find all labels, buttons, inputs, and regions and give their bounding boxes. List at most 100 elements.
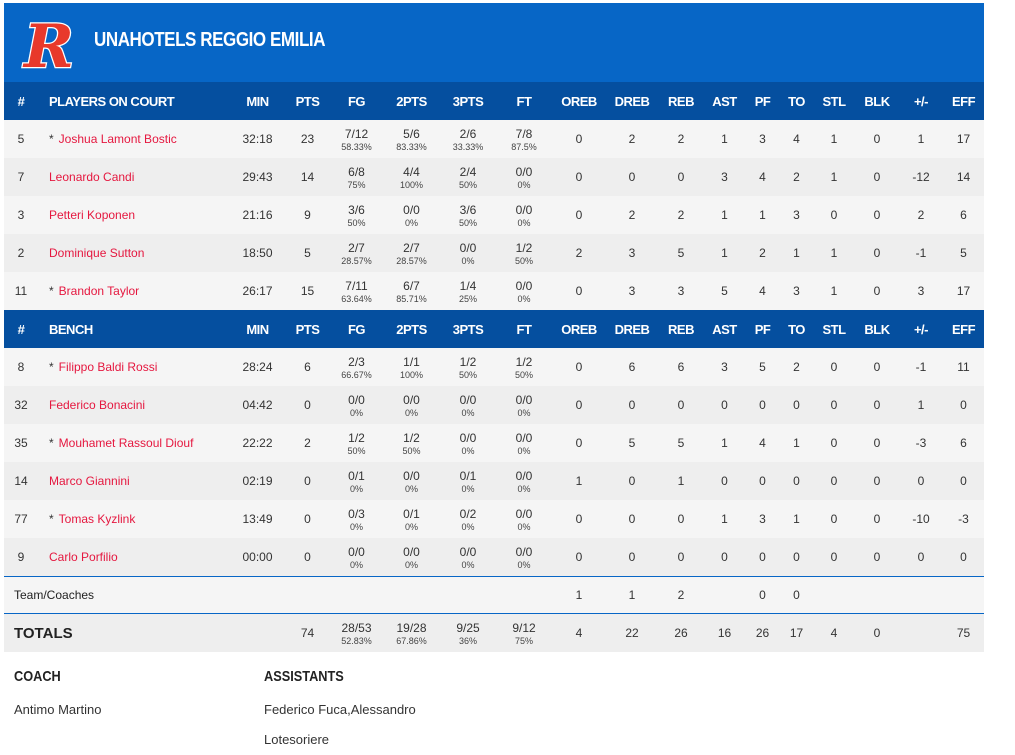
stat-value: 1 — [793, 436, 800, 450]
stat-value: 0 — [830, 398, 838, 412]
stat-value: 1/2 — [459, 354, 477, 369]
column-header[interactable]: # — [4, 310, 38, 348]
stat-value: 0/1 — [348, 468, 365, 483]
player-name-link[interactable]: Dominique Sutton — [49, 246, 145, 260]
stat-value: 0 — [628, 474, 636, 488]
column-header[interactable]: FG — [330, 82, 383, 120]
column-header[interactable]: REB — [658, 82, 704, 120]
column-header[interactable]: REB — [658, 310, 704, 348]
column-header[interactable]: 3PTS — [440, 310, 496, 348]
column-header[interactable]: EFF — [943, 82, 984, 120]
stat-value: 2 — [304, 436, 311, 450]
stat-value: 5 — [677, 246, 685, 260]
column-header[interactable]: OREB — [552, 82, 606, 120]
column-header[interactable]: BLK — [855, 82, 899, 120]
column-header[interactable]: 2PTS — [383, 82, 440, 120]
player-name-cell[interactable]: * Joshua Lamont Bostic — [38, 120, 230, 158]
total-oreb: 4 — [552, 613, 606, 652]
total-dreb: 22 — [606, 613, 658, 652]
player-name-cell[interactable]: Federico Bonacini — [38, 386, 230, 424]
player-name-link[interactable]: Marco Giannini — [49, 474, 130, 488]
player-name-cell[interactable]: Dominique Sutton — [38, 234, 230, 272]
stat-value: 1 — [793, 512, 800, 526]
player-name-cell[interactable]: * Tomas Kyzlink — [38, 500, 230, 538]
player-name-cell[interactable]: * Mouhamet Rassoul Diouf — [38, 424, 230, 462]
stat-value: 3 — [759, 132, 766, 146]
column-header[interactable]: EFF — [943, 310, 984, 348]
stat-percentage: 0% — [461, 521, 475, 532]
column-header[interactable]: 3PTS — [440, 82, 496, 120]
stat-p3: 0/0 0% — [440, 538, 496, 577]
stat-pts: 14 — [285, 158, 330, 196]
column-header[interactable]: # — [4, 82, 38, 120]
player-name-link[interactable]: Tomas Kyzlink — [58, 512, 136, 526]
stat-pf: 4 — [745, 272, 780, 310]
column-header[interactable]: AST — [704, 310, 745, 348]
column-header[interactable]: MIN — [230, 310, 285, 348]
stat-dreb: 0 — [606, 158, 658, 196]
player-name-link[interactable]: Petteri Koponen — [49, 208, 136, 222]
player-name-cell[interactable]: Marco Giannini — [38, 462, 230, 500]
stat-pm: -12 — [899, 158, 943, 196]
column-header[interactable]: FG — [330, 310, 383, 348]
column-header[interactable]: FT — [496, 82, 552, 120]
column-header[interactable]: MIN — [230, 82, 285, 120]
column-header[interactable]: PF — [745, 82, 780, 120]
stat-percentage: 28.57% — [396, 255, 427, 266]
column-header[interactable]: +/- — [899, 310, 943, 348]
column-header[interactable]: +/- — [899, 82, 943, 120]
player-name-link[interactable]: Brandon Taylor — [58, 284, 140, 298]
stat-value: 1 — [830, 246, 838, 260]
column-header[interactable]: BENCH — [38, 310, 230, 348]
player-name-link[interactable]: Mouhamet Rassoul Diouf — [58, 436, 194, 450]
column-header[interactable]: TO — [780, 310, 813, 348]
column-header[interactable]: PF — [745, 310, 780, 348]
column-header[interactable]: BLK — [855, 310, 899, 348]
player-name-link[interactable]: Leonardo Candi — [49, 170, 135, 184]
column-header[interactable]: 2PTS — [383, 310, 440, 348]
stat-dreb: 2 — [606, 196, 658, 234]
player-name-cell[interactable]: Petteri Koponen — [38, 196, 230, 234]
column-header[interactable]: FT — [496, 310, 552, 348]
stat-value: 1 — [793, 246, 800, 260]
stat-value: 2/7 — [348, 240, 365, 255]
player-name-cell[interactable]: Leonardo Candi — [38, 158, 230, 196]
column-header[interactable]: STL — [813, 310, 855, 348]
stat-value: 17 — [956, 132, 971, 146]
column-header[interactable]: PLAYERS ON COURT — [38, 82, 230, 120]
stat-percentage: 28.57% — [341, 255, 372, 266]
stat-stl: 0 — [813, 538, 855, 577]
stat-value: 0 — [830, 550, 838, 564]
stat-value: 74 — [300, 626, 315, 640]
player-name-cell[interactable]: * Filippo Baldi Rossi — [38, 348, 230, 386]
column-header[interactable]: STL — [813, 82, 855, 120]
stat-value: 0/0 — [459, 430, 477, 445]
stat-percentage: 100% — [399, 179, 424, 190]
column-header[interactable]: AST — [704, 82, 745, 120]
stat-value: 1/2 — [403, 430, 420, 445]
column-header[interactable]: TO — [780, 82, 813, 120]
stat-dreb: 0 — [606, 500, 658, 538]
column-header[interactable]: DREB — [606, 82, 658, 120]
stat-percentage: 50% — [458, 217, 477, 228]
player-number: 14 — [4, 462, 38, 500]
team-coaches-label: Team/Coaches — [4, 576, 552, 614]
stat-to: 1 — [780, 234, 813, 272]
player-name-cell[interactable]: Carlo Porfilio — [38, 538, 230, 577]
player-name-cell[interactable]: * Brandon Taylor — [38, 272, 230, 310]
player-name-link[interactable]: Federico Bonacini — [49, 398, 146, 412]
column-header[interactable]: OREB — [552, 310, 606, 348]
stat-p3: 2/4 50% — [440, 158, 496, 196]
stat-value: 0/0 — [515, 506, 533, 521]
stat-ast: 1 — [704, 234, 745, 272]
column-header[interactable]: PTS — [285, 310, 330, 348]
stat-percentage: 75% — [347, 179, 366, 190]
stat-ft: 1/2 50% — [496, 348, 552, 386]
column-header[interactable]: DREB — [606, 310, 658, 348]
player-name-link[interactable]: Carlo Porfilio — [49, 550, 118, 564]
player-row: 32 Federico Bonacini 04:42 0 0/0 0% 0/0 0% 0/0 0%… — [4, 386, 984, 424]
player-name-link[interactable]: Joshua Lamont Bostic — [58, 132, 177, 146]
column-header[interactable]: PTS — [285, 82, 330, 120]
player-name-link[interactable]: Filippo Baldi Rossi — [58, 360, 158, 374]
stat-value: 7/12 — [344, 126, 369, 141]
